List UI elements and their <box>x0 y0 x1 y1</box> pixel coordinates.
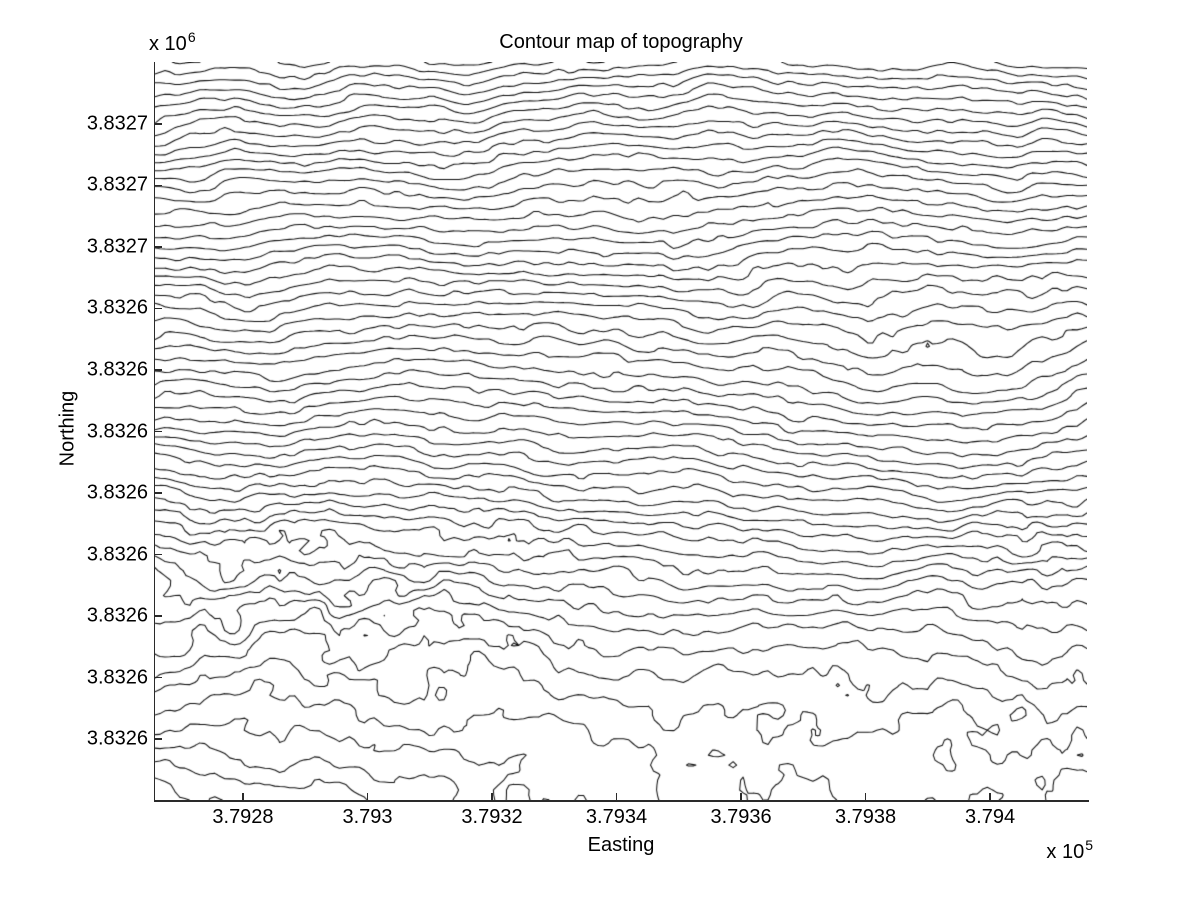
y-tick-mark <box>155 492 162 494</box>
y-multiplier-base: x 10 <box>149 33 187 55</box>
x-multiplier-exponent: 5 <box>1085 837 1093 853</box>
x-tick-label: 3.7936 <box>710 806 772 828</box>
y-tick-label: 3.8326 <box>86 296 148 319</box>
y-tick-label: 3.8326 <box>86 727 148 750</box>
y-tick-label: 3.8327 <box>86 173 148 196</box>
y-tick-mark <box>155 369 162 371</box>
chart-title: Contour map of topography <box>499 31 743 53</box>
x-tick-mark <box>366 793 369 800</box>
y-tick-mark <box>155 184 162 187</box>
x-tick-mark <box>491 793 493 800</box>
y-tick-mark <box>155 307 162 310</box>
y-tick-label: 3.8326 <box>86 481 148 504</box>
x-tick-mark <box>615 793 618 800</box>
y-tick-mark <box>155 123 162 125</box>
y-tick-label: 3.8326 <box>86 543 148 566</box>
y-tick-label: 3.8326 <box>86 666 148 689</box>
y-tick-label: 3.8327 <box>86 235 148 258</box>
x-tick-label: 3.7938 <box>834 806 897 828</box>
x-axis-exponent-multiplier: x 105 <box>1046 837 1093 864</box>
y-tick-mark <box>155 615 162 617</box>
x-multiplier-base: x 10 <box>1046 841 1085 863</box>
x-axis-label: Easting <box>587 834 655 856</box>
y-tick-mark <box>155 430 162 433</box>
x-tick-mark <box>740 793 742 800</box>
x-tick-label: 3.7934 <box>585 806 648 828</box>
y-tick-mark <box>155 676 162 679</box>
y-tick-label: 3.8326 <box>86 604 148 627</box>
y-tick-label: 3.8327 <box>86 112 148 135</box>
y-tick-label: 3.8326 <box>86 420 148 443</box>
contour-plot-canvas <box>155 62 1087 800</box>
y-tick-mark <box>155 553 162 556</box>
y-axis-line <box>153 62 156 802</box>
y-axis-exponent-multiplier: x 106 <box>149 29 196 56</box>
x-tick-mark <box>242 793 244 800</box>
y-tick-label: 3.8326 <box>86 358 148 381</box>
x-tick-label: 3.7932 <box>461 806 523 828</box>
y-multiplier-exponent: 6 <box>187 29 196 45</box>
x-tick-label: 3.793 <box>342 806 393 828</box>
y-tick-mark <box>155 246 162 248</box>
x-tick-mark <box>989 793 991 800</box>
y-tick-mark <box>155 738 162 740</box>
plot-area <box>155 62 1087 800</box>
y-axis-label: Northing <box>56 390 79 467</box>
x-tick-label: 3.7928 <box>212 806 274 828</box>
x-tick-mark <box>864 793 867 800</box>
x-axis-line <box>153 800 1089 802</box>
x-tick-label: 3.794 <box>965 806 1016 828</box>
